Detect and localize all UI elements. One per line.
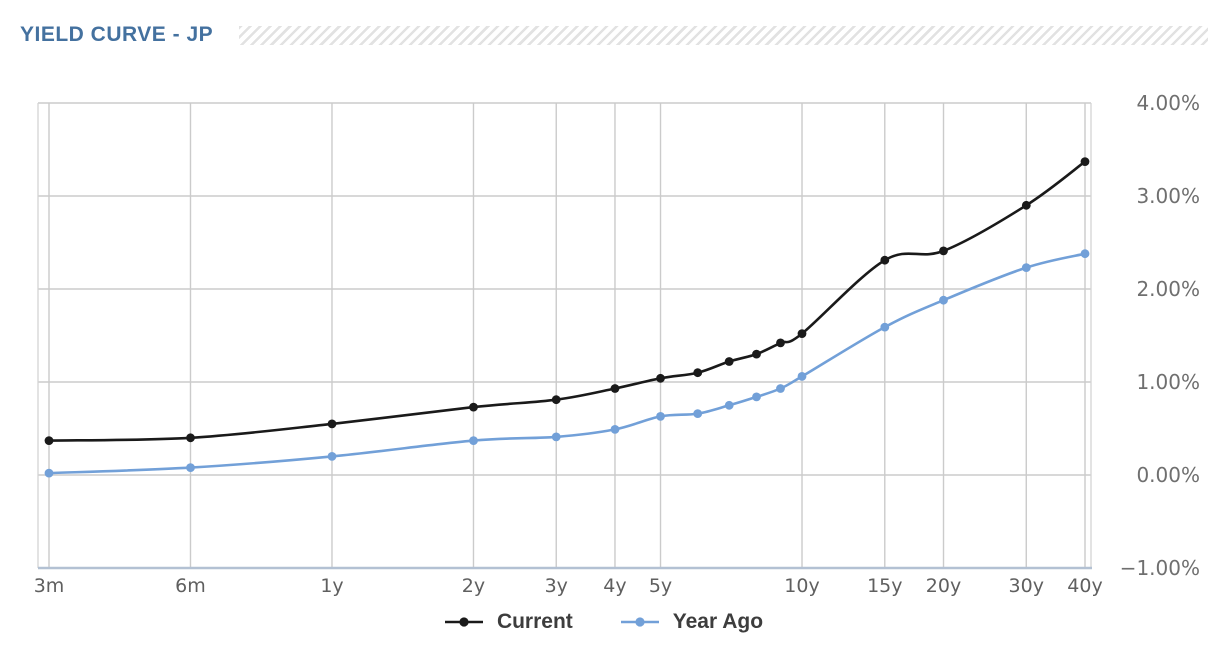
current-marker — [1021, 200, 1031, 210]
legend-marker-current-icon — [444, 617, 483, 627]
current-marker — [752, 349, 761, 359]
y-tick-label: 1.00% — [1136, 370, 1200, 394]
x-tick-label: 40y — [1067, 575, 1103, 597]
x-tick-label: 6m — [175, 575, 206, 597]
year-ago-marker — [551, 432, 561, 442]
year-ago-marker — [693, 409, 703, 418]
current-marker — [44, 436, 54, 445]
year-ago-marker — [939, 295, 948, 305]
y-tick-label: −1.00% — [1119, 556, 1200, 580]
x-tick-label: 20y — [925, 575, 962, 597]
x-tick-label: 2y — [461, 575, 486, 597]
x-tick-label: 4y — [603, 575, 627, 597]
current-marker — [880, 255, 890, 265]
y-tick-label: 4.00% — [1136, 91, 1200, 115]
chart-title: YIELD CURVE - JP — [20, 23, 214, 46]
current-marker — [186, 433, 195, 443]
x-tick-label: 5y — [648, 575, 673, 597]
year-ago-marker — [327, 452, 337, 461]
year-ago-line — [47, 252, 1087, 475]
year-ago-marker — [752, 392, 761, 402]
legend-marker-year-ago-icon — [620, 617, 659, 627]
y-tick-label: 2.00% — [1136, 277, 1200, 301]
current-line — [47, 160, 1087, 442]
legend-item-year-ago: Year Ago — [620, 610, 764, 634]
legend-label-year-ago: Year Ago — [672, 610, 764, 633]
y-tick-label: 3.00% — [1136, 184, 1200, 208]
year-ago-marker — [880, 322, 890, 332]
current-marker — [776, 338, 785, 348]
year-ago-marker — [1080, 249, 1090, 259]
y-tick-label: 0.00% — [1136, 463, 1200, 487]
current-marker — [610, 384, 620, 393]
title-hatch-decoration — [239, 25, 1208, 45]
current-marker — [693, 368, 703, 378]
chart-legend: Current Year Ago — [0, 604, 1208, 640]
x-tick-label: 10y — [784, 575, 820, 597]
x-tick-label: 30y — [1008, 575, 1044, 597]
x-tick-label: 15y — [867, 575, 903, 597]
x-tick-label: 3m — [33, 575, 65, 597]
current-marker — [551, 395, 561, 405]
legend-label-current: Current — [496, 610, 573, 633]
year-ago-marker — [469, 436, 478, 445]
year-ago-marker — [724, 400, 734, 410]
year-ago-marker — [797, 372, 807, 381]
year-ago-marker — [610, 425, 620, 434]
current-marker — [724, 357, 734, 366]
year-ago-marker — [776, 384, 785, 393]
current-marker — [469, 402, 478, 412]
year-ago-marker — [1021, 263, 1031, 272]
current-marker — [797, 329, 807, 338]
current-marker — [327, 419, 337, 429]
year-ago-marker — [656, 412, 665, 421]
year-ago-marker — [186, 463, 195, 472]
legend-item-current: Current — [444, 610, 573, 634]
x-tick-label: 3y — [544, 575, 568, 597]
current-marker — [656, 373, 665, 383]
x-tick-label: 1y — [320, 575, 344, 597]
chart-header: YIELD CURVE - JP — [20, 22, 1208, 48]
current-marker — [1080, 157, 1090, 167]
year-ago-marker — [44, 468, 54, 478]
current-marker — [939, 246, 948, 256]
